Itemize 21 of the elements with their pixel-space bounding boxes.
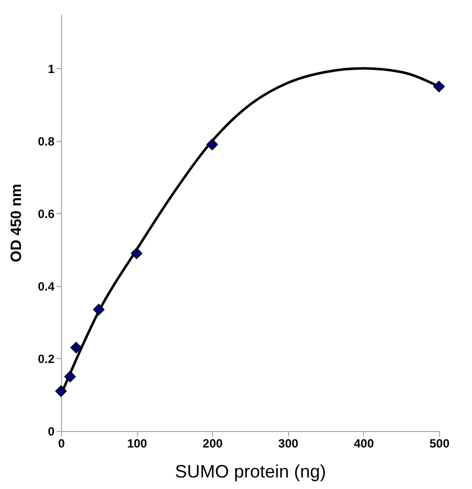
point [130, 248, 142, 260]
y-tick-label: 0.2 [38, 352, 55, 366]
x-tick-label: 100 [127, 436, 148, 450]
x-tick-label: 500 [429, 436, 450, 450]
point [433, 80, 445, 92]
point [93, 304, 105, 316]
x-tick-label: 400 [354, 436, 374, 450]
point [206, 138, 218, 150]
y-tick-label: 0.8 [38, 134, 55, 148]
y-axis-title: OD 450 nm [8, 184, 25, 262]
point [55, 385, 67, 397]
y-tick-label: 0 [48, 424, 55, 438]
y-tick-label: 1 [48, 62, 55, 76]
x-axis-title: SUMO protein (ng) [174, 462, 326, 482]
x-tick-label: 200 [202, 436, 224, 450]
y-tick-label: 0.4 [38, 279, 55, 294]
point [64, 370, 76, 382]
x-tick-label: 0 [58, 436, 66, 450]
y-tick-label: 0.6 [38, 206, 55, 221]
point [70, 342, 82, 354]
x-tick-label: 300 [278, 436, 299, 450]
